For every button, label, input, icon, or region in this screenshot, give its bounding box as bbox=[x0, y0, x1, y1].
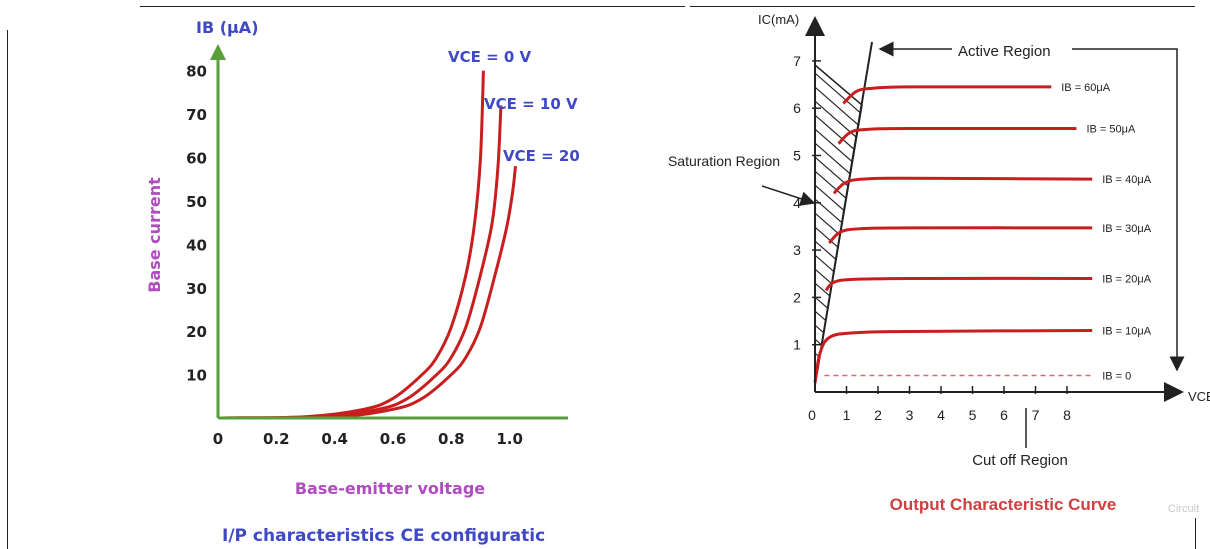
y-tick-label: 30 bbox=[186, 280, 207, 298]
output-series-label: IB = 60μA bbox=[1061, 82, 1111, 94]
x-tick-label-right: 8 bbox=[1063, 407, 1071, 423]
x-tick-label: 1.0 bbox=[496, 430, 523, 448]
x-tick-label: 0.2 bbox=[263, 430, 290, 448]
output-series-label: IB = 40μA bbox=[1102, 174, 1152, 186]
y-tick-label-right: 3 bbox=[793, 242, 801, 258]
output-series-label: IB = 20μA bbox=[1102, 273, 1152, 285]
y-tick-label-right: 5 bbox=[793, 148, 801, 164]
watermark-logo: Circuit bbox=[1168, 503, 1199, 515]
x-tick-label-right: 2 bbox=[874, 407, 882, 423]
x-tick-label: 0 bbox=[213, 430, 223, 448]
x-axis-label: Base-emitter voltage bbox=[295, 479, 485, 498]
output-curve-series-3 bbox=[832, 176, 1093, 195]
cutoff-region-label: Cut off Region bbox=[972, 452, 1068, 469]
saturation-region-arrow bbox=[761, 185, 816, 206]
y-tick-label-right: 7 bbox=[793, 53, 801, 69]
input-curve-series-1 bbox=[217, 70, 485, 420]
output-series-label: IB = 10μA bbox=[1102, 326, 1152, 338]
y-tick-label: 60 bbox=[186, 150, 207, 168]
x-tick-label: 0.8 bbox=[438, 430, 465, 448]
x-tick-label-right: 6 bbox=[1000, 407, 1008, 423]
y-axis-unit-label-right: IC(mA) bbox=[758, 12, 799, 27]
active-region-label: Active Region bbox=[958, 43, 1051, 60]
y-tick-label: 80 bbox=[186, 63, 207, 81]
x-tick-label-right: 3 bbox=[906, 407, 914, 423]
input-characteristics-chart: 0 0.2 0.4 0.6 0.8 1.0 10 20 30 40 50 60 70 80 IB (μA)… bbox=[145, 18, 580, 546]
top-border-line-right bbox=[690, 6, 1195, 7]
y-axis-unit-label: IB (μA) bbox=[196, 18, 259, 37]
y-tick-label-right: 6 bbox=[793, 100, 801, 116]
output-curve-series-2 bbox=[837, 126, 1077, 145]
top-border-line bbox=[140, 6, 685, 7]
x-tick-label-right: 1 bbox=[843, 407, 851, 423]
y-tick-label-right: 2 bbox=[793, 289, 801, 305]
saturation-region-label: Saturation Region bbox=[668, 153, 780, 169]
y-tick-label: 40 bbox=[186, 236, 207, 254]
x-tick-label-right: 5 bbox=[969, 407, 977, 423]
y-tick-label: 10 bbox=[186, 367, 207, 385]
chart-title-right: Output Characteristic Curve bbox=[890, 495, 1117, 514]
y-tick-label-right: 1 bbox=[793, 337, 801, 353]
y-axis-label: Base current bbox=[145, 177, 164, 293]
saturation-hatch-region bbox=[815, 65, 862, 385]
x-tick-label-right: 0 bbox=[808, 407, 816, 423]
output-curve-series-1 bbox=[842, 85, 1052, 105]
y-tick-label-right: 4 bbox=[793, 195, 801, 211]
output-series-label: IB = 30μA bbox=[1102, 223, 1152, 235]
output-series-label: IB = 50μA bbox=[1086, 124, 1136, 136]
y-tick-label: 20 bbox=[186, 323, 207, 341]
x-tick-label: 0.6 bbox=[380, 430, 407, 448]
input-curve-series-3 bbox=[217, 166, 517, 420]
active-region-bracket bbox=[1072, 48, 1185, 372]
left-border-line bbox=[7, 30, 8, 549]
y-axis-arrowhead bbox=[210, 44, 226, 60]
chart-title-left: I/P characteristics CE configuratic bbox=[222, 526, 545, 546]
output-curve-series-6 bbox=[813, 329, 1093, 383]
output-curve-series-4 bbox=[828, 226, 1093, 245]
series-label: VCE = 20 bbox=[503, 147, 580, 165]
active-region-boundary bbox=[814, 41, 873, 386]
series-label: VCE = 10 V bbox=[484, 95, 578, 113]
output-curve-series-5 bbox=[824, 276, 1093, 292]
x-tick-label-right: 7 bbox=[1032, 407, 1040, 423]
y-tick-label: 50 bbox=[186, 193, 207, 211]
output-series-label: IB = 0 bbox=[1102, 370, 1131, 382]
x-axis-unit-label-right: VCE bbox=[1188, 389, 1210, 404]
x-tick-label-right: 4 bbox=[937, 407, 945, 423]
y-tick-label: 70 bbox=[186, 106, 207, 124]
series-label: VCE = 0 V bbox=[448, 48, 532, 66]
x-tick-label: 0.4 bbox=[321, 430, 348, 448]
right-border-line bbox=[1195, 518, 1196, 549]
